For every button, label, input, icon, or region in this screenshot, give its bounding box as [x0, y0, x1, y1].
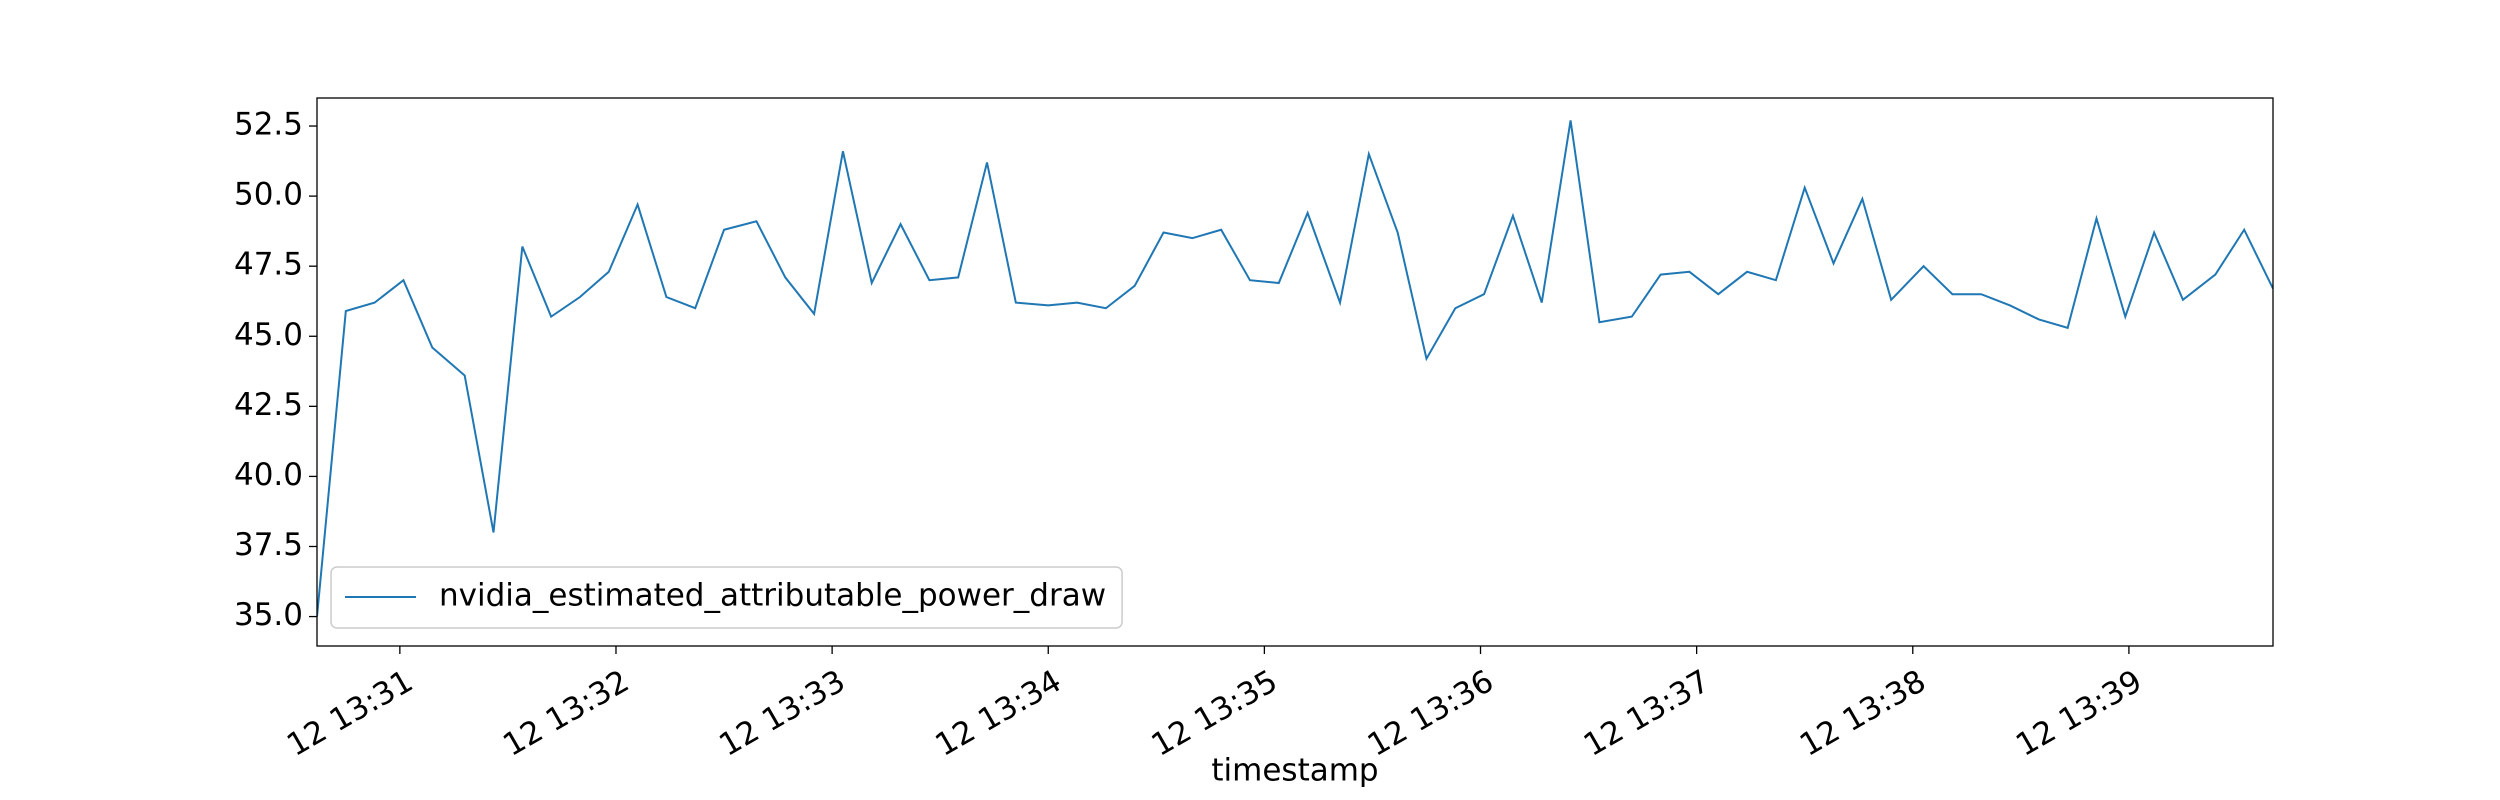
x-tick-label: 12 13:38 [1794, 663, 1932, 763]
y-tick-label: 37.5 [234, 527, 303, 563]
x-tick-label: 12 13:31 [281, 663, 419, 763]
x-tick-label: 12 13:37 [1578, 663, 1716, 763]
legend-box [330, 566, 1123, 629]
x-tick-label: 12 13:36 [1362, 663, 1500, 763]
x-axis-label: timestamp [1211, 753, 1378, 789]
y-tick-label: 35.0 [234, 597, 303, 633]
y-tick-label: 47.5 [234, 247, 303, 283]
y-tick-label: 40.0 [234, 457, 303, 493]
x-tick-label: 12 13:32 [497, 663, 635, 763]
plot-frame [316, 97, 2274, 647]
x-tick-label: 12 13:39 [2010, 663, 2148, 763]
data-line [317, 120, 2273, 617]
y-tick-label: 45.0 [234, 317, 303, 353]
legend-label: nvidia_estimated_attributable_power_draw [439, 578, 1106, 614]
x-tick-label: 12 13:33 [713, 663, 851, 763]
y-tick-label: 42.5 [234, 387, 303, 423]
x-tick-label: 12 13:34 [929, 663, 1067, 763]
y-tick-label: 50.0 [234, 177, 303, 213]
x-tick-label: 12 13:35 [1146, 663, 1284, 763]
legend: nvidia_estimated_attributable_power_draw [330, 566, 1123, 629]
y-tick-label: 52.5 [234, 107, 303, 143]
